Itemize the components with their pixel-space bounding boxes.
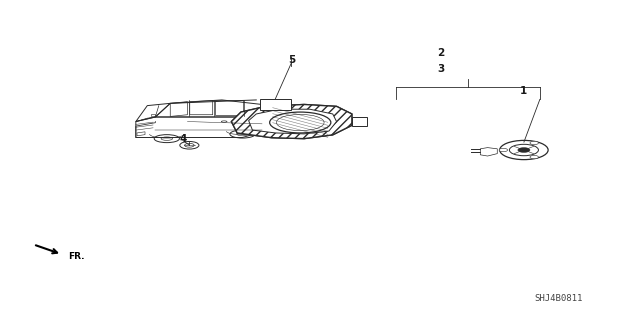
Polygon shape bbox=[260, 99, 291, 110]
Text: 1: 1 bbox=[520, 86, 527, 96]
Polygon shape bbox=[481, 148, 497, 156]
Ellipse shape bbox=[180, 141, 199, 149]
Polygon shape bbox=[232, 105, 352, 139]
Text: 5: 5 bbox=[288, 55, 295, 65]
Polygon shape bbox=[248, 109, 337, 134]
Ellipse shape bbox=[530, 141, 538, 145]
Ellipse shape bbox=[500, 140, 548, 160]
Ellipse shape bbox=[499, 148, 508, 152]
Text: SHJ4B0811: SHJ4B0811 bbox=[535, 294, 583, 303]
Text: 4: 4 bbox=[179, 134, 187, 144]
Polygon shape bbox=[352, 117, 367, 126]
Text: FR.: FR. bbox=[68, 252, 85, 261]
Text: 2: 2 bbox=[438, 48, 445, 58]
Ellipse shape bbox=[518, 148, 530, 152]
Ellipse shape bbox=[530, 155, 538, 159]
Text: 3: 3 bbox=[438, 64, 445, 74]
Ellipse shape bbox=[269, 112, 331, 133]
